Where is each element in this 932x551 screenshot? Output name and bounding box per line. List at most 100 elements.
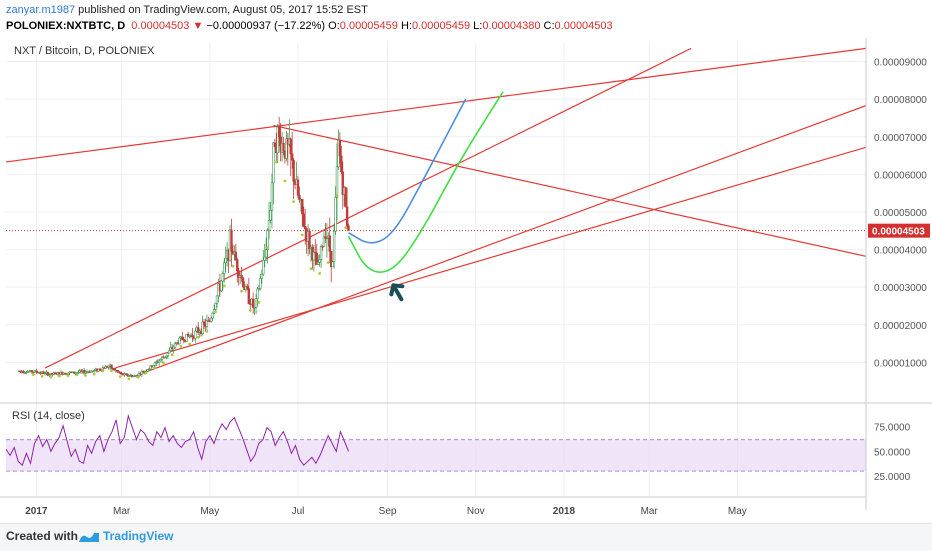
author-link[interactable]: zanyar.m1987 <box>6 4 76 16</box>
candle-body <box>347 225 350 231</box>
candle-body <box>181 336 184 340</box>
candle-body <box>152 365 155 368</box>
candle-body <box>308 231 311 250</box>
candle-body <box>267 219 271 231</box>
candle-body <box>292 159 295 182</box>
sar-dot <box>127 377 131 381</box>
sar-dot <box>66 374 70 378</box>
candle-body <box>269 210 272 221</box>
candle-body <box>260 273 264 279</box>
sar-dot <box>266 246 270 250</box>
candle-body <box>202 321 206 325</box>
tradingview-brand[interactable]: TradingView <box>103 529 174 543</box>
x-tick-label: May <box>728 506 747 517</box>
low-label: L: <box>473 20 483 32</box>
last-price: 0.00004503 <box>131 20 190 32</box>
candle-body <box>312 251 316 261</box>
candle-body <box>185 333 188 342</box>
close-label: C: <box>543 20 555 32</box>
candle-body <box>277 126 281 138</box>
candle-body <box>334 197 337 232</box>
candle-body <box>254 298 258 308</box>
sar-dot <box>344 226 348 230</box>
y-tick-label: 0.00006000 <box>874 170 927 181</box>
low-value: 0.00004380 <box>482 20 541 32</box>
candle-body <box>322 236 326 247</box>
sar-dot <box>84 374 87 377</box>
y-tick-label: 0.00007000 <box>874 133 927 144</box>
candle-body <box>140 371 144 375</box>
projection-curve <box>347 91 504 273</box>
candle-body <box>66 372 70 375</box>
x-tick-label: May <box>200 506 219 517</box>
candle-body <box>223 262 226 274</box>
candle-body <box>330 251 333 268</box>
rsi-title: RSI (14, close) <box>12 410 85 422</box>
candle-body <box>237 270 240 278</box>
candle-body <box>210 317 213 322</box>
high-label: H: <box>400 20 412 32</box>
candle-body <box>303 226 307 230</box>
rsi-tick-label: 50.0000 <box>874 447 911 458</box>
close-value: 0.00004503 <box>554 20 613 32</box>
sar-dot <box>222 284 226 288</box>
trend-line <box>273 124 866 257</box>
current-price-label: 0.00004503 <box>872 227 925 238</box>
candle-body <box>186 333 190 337</box>
candle-body <box>298 195 301 200</box>
candle-body <box>48 374 51 376</box>
x-tick-label: Mar <box>113 506 131 517</box>
candle-body <box>272 142 275 184</box>
candle-body <box>241 277 245 287</box>
y-tick-label: 0.00009000 <box>874 58 927 69</box>
candles <box>17 117 350 378</box>
candle-body <box>168 350 171 354</box>
current-price-tag <box>868 223 930 238</box>
sar-dot <box>205 330 209 333</box>
candle-body <box>205 320 209 327</box>
candle-body <box>147 368 151 371</box>
candle-body <box>158 360 161 363</box>
x-tick-label: Mar <box>641 506 659 517</box>
candle-body <box>160 356 164 360</box>
candle-body <box>314 251 317 254</box>
candle-body <box>107 365 110 368</box>
arrow-up-icon <box>389 283 405 302</box>
candle-body <box>201 321 204 335</box>
price-chart[interactable]: 0.00001000 0.00002000 0.00003000 0.00004000… <box>0 38 932 523</box>
candle-body <box>194 330 197 339</box>
sar-dot <box>248 309 252 312</box>
candle-body <box>224 257 227 264</box>
candle-body <box>263 256 266 261</box>
sar-dot <box>231 264 235 268</box>
candle-body <box>126 373 129 377</box>
candle-body <box>188 335 191 338</box>
candle-body <box>149 365 152 370</box>
sar-dot <box>335 194 339 197</box>
candle-body <box>35 370 38 373</box>
candle-body <box>338 139 342 157</box>
candle-body <box>253 307 256 309</box>
candle-body <box>27 371 31 373</box>
candle-body <box>251 298 255 308</box>
symbol-label: POLONIEX:NXTBTC, D <box>6 20 126 32</box>
candle-body <box>214 302 217 310</box>
candle-body <box>215 295 219 304</box>
candle-body <box>296 179 300 196</box>
candle-body <box>273 142 277 147</box>
candle-body <box>163 356 167 359</box>
sar-dots <box>32 160 348 381</box>
candle-body <box>165 355 168 358</box>
candle-body <box>331 261 334 268</box>
candle-body <box>221 273 225 282</box>
publish-info: published on TradingView.com, August 05,… <box>78 4 368 16</box>
sar-dot <box>92 372 96 376</box>
sar-dot <box>326 261 330 265</box>
candle-body <box>301 199 304 215</box>
sar-dot <box>170 353 174 357</box>
main-plot <box>6 47 866 381</box>
change-arrow-icon: ▼ <box>192 20 204 32</box>
candle-body <box>328 235 331 252</box>
sar-dot <box>188 342 191 346</box>
tradingview-logo-icon[interactable] <box>78 530 100 544</box>
